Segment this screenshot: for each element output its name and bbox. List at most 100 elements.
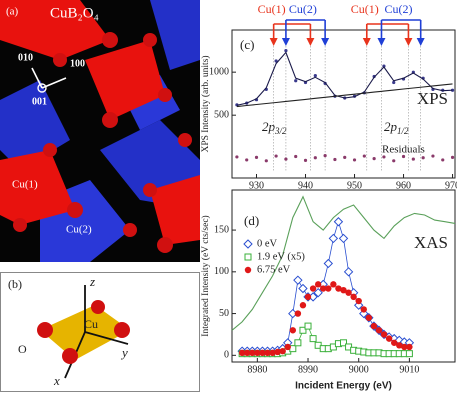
arrow-head bbox=[362, 38, 371, 46]
site-label: Cu(2) bbox=[66, 224, 92, 236]
legend-marker bbox=[243, 239, 253, 249]
site-label: Cu(1) bbox=[12, 179, 38, 191]
axis-label: 010 bbox=[18, 52, 33, 63]
data-point bbox=[254, 349, 261, 357]
data-point bbox=[304, 293, 312, 301]
data-point bbox=[338, 233, 349, 244]
data-point bbox=[350, 293, 357, 301]
x-tick-label: 960 bbox=[396, 180, 411, 191]
data-point bbox=[343, 155, 347, 159]
data-point bbox=[304, 322, 312, 330]
arrow-head bbox=[269, 38, 278, 46]
data-point bbox=[320, 285, 327, 292]
data-point bbox=[396, 342, 403, 349]
data-point bbox=[274, 59, 278, 63]
x-tick-label: 970 bbox=[445, 180, 457, 191]
data-point bbox=[235, 155, 239, 159]
data-point bbox=[450, 88, 455, 92]
polyhedron bbox=[85, 40, 165, 120]
legend-label: 6.75 eV bbox=[257, 264, 291, 275]
panel-label: (b) bbox=[8, 277, 22, 291]
data-point bbox=[323, 154, 327, 158]
legend-marker bbox=[244, 266, 252, 274]
data-point bbox=[360, 306, 367, 313]
data-point bbox=[313, 156, 317, 160]
panel-a: (a) CuB₂O₄ 010 100 001 Cu(1) Cu(2) bbox=[0, 0, 200, 262]
data-point bbox=[274, 154, 278, 158]
data-point bbox=[431, 154, 435, 158]
legend-label: 0 eV bbox=[257, 238, 278, 249]
data-point bbox=[441, 158, 445, 162]
arrow-head bbox=[306, 38, 315, 46]
data-point bbox=[333, 157, 337, 162]
ligand-label: O bbox=[18, 342, 27, 356]
data-point bbox=[254, 155, 259, 159]
data-point bbox=[299, 326, 307, 334]
x-tick-label: 930 bbox=[249, 180, 264, 191]
atoms bbox=[37, 300, 130, 364]
center-label: Cu bbox=[84, 317, 98, 331]
panel-label: (a) bbox=[6, 6, 19, 18]
x-tick-label: 940 bbox=[298, 180, 313, 191]
data-point bbox=[314, 281, 322, 288]
y-tick-label: 50 bbox=[219, 308, 229, 319]
peak-label-sub: 1/2 bbox=[397, 126, 409, 136]
marker-label: Cu(1) bbox=[258, 2, 286, 16]
marker-label: Cu(2) bbox=[289, 2, 317, 16]
marker-label: Cu(1) bbox=[351, 2, 379, 16]
data-point bbox=[294, 154, 298, 159]
axis-label: 100 bbox=[70, 58, 85, 69]
axis-origin bbox=[37, 83, 47, 93]
x-axis-label: Incident Energy (eV) bbox=[295, 381, 392, 392]
data-point bbox=[375, 327, 383, 334]
series-line bbox=[231, 195, 456, 331]
arrow-head bbox=[321, 38, 330, 46]
polyhedron bbox=[150, 175, 200, 245]
data-point bbox=[264, 159, 268, 163]
data-point bbox=[370, 322, 378, 330]
data-point bbox=[355, 297, 362, 305]
series-line bbox=[236, 83, 453, 108]
data-point bbox=[284, 157, 288, 161]
data-point bbox=[406, 343, 413, 351]
data-point bbox=[259, 349, 266, 357]
data-point bbox=[293, 275, 303, 285]
data-point bbox=[279, 347, 286, 355]
data-point bbox=[382, 155, 386, 159]
axis-label: y bbox=[120, 345, 128, 360]
axis-label: 001 bbox=[32, 96, 47, 107]
data-point bbox=[284, 343, 291, 351]
data-point bbox=[294, 310, 302, 317]
data-point bbox=[333, 217, 344, 227]
polyhedron bbox=[150, 0, 200, 70]
data-point bbox=[323, 258, 334, 269]
data-point bbox=[269, 349, 276, 357]
plot-frame bbox=[231, 29, 456, 179]
data-point bbox=[380, 331, 388, 338]
polyhedron bbox=[0, 150, 75, 225]
x-tick-label: 8990 bbox=[298, 364, 318, 375]
data-point bbox=[238, 349, 246, 357]
arrow-head bbox=[416, 38, 425, 46]
data-point bbox=[328, 233, 339, 244]
data-point bbox=[392, 159, 396, 163]
peak-label: 2p3/2 bbox=[262, 119, 287, 136]
y-tick-label: 0 bbox=[224, 350, 229, 361]
data-point bbox=[352, 158, 357, 162]
data-point bbox=[345, 289, 352, 296]
x-tick-label: 9010 bbox=[399, 364, 419, 375]
axis-label: x bbox=[53, 373, 60, 388]
panel-b: (b) z y x Cu O bbox=[0, 272, 200, 392]
peak-label: 2p1/2 bbox=[384, 119, 409, 136]
y-tick-label: 500 bbox=[214, 109, 229, 120]
data-point bbox=[450, 155, 455, 159]
data-point bbox=[382, 64, 386, 68]
y-tick-label: 150 bbox=[214, 224, 229, 235]
data-point bbox=[313, 74, 317, 78]
data-point bbox=[309, 285, 317, 292]
data-point bbox=[274, 348, 281, 356]
peak-label-sub: 3/2 bbox=[274, 126, 287, 136]
panel-label: (d) bbox=[244, 213, 259, 228]
polyhedron bbox=[0, 0, 110, 60]
